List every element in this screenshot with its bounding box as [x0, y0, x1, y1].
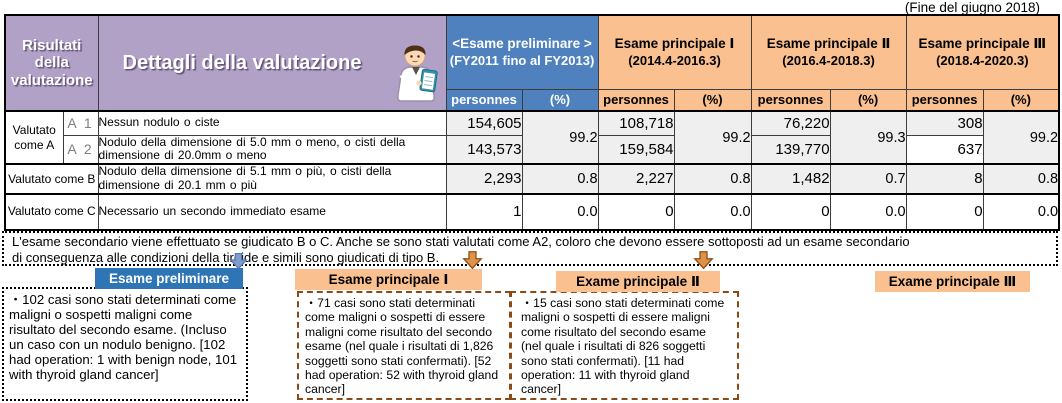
description-c: Necessario un secondo immediato esame	[97, 192, 447, 231]
exam-period: (FY2011 fino al FY2013)	[449, 52, 595, 68]
value-principale3-c: 0	[905, 192, 984, 231]
description-b: Nodulo della dimensione di 5.1 mm o più,…	[97, 163, 447, 195]
percent-principale2-a: 99.3	[829, 109, 907, 165]
header-dettagli: Dettagli della valutazione	[97, 14, 447, 112]
doctor-icon	[388, 43, 442, 108]
result-box-principale-1: ・71 casi sono stati determinati come mal…	[297, 291, 511, 400]
table-row-c: Valutato come C Necessario un secondo im…	[4, 192, 1060, 231]
row-label-a2: A 2	[62, 134, 99, 165]
subheader-personnes-principale-2: personnes	[750, 88, 831, 112]
header-risultati: Risultati della valutazione	[4, 14, 99, 112]
percent-principale2-c: 0.0	[829, 192, 907, 231]
subheader-personnes-principale-3: personnes	[905, 88, 984, 112]
percent-preliminare-b: 0.8	[521, 163, 599, 195]
value-principale2-a2: 139,770	[750, 134, 831, 165]
value-principale3-a1: 308	[905, 110, 984, 136]
exam-title: Esame principale Ⅱ	[766, 35, 891, 51]
percent-preliminare-a: 99.2	[521, 109, 599, 165]
percent-principale2-b: 0.7	[829, 163, 907, 195]
percent-principale3-a: 99.2	[982, 109, 1060, 165]
table-row-a1: Valutato come A A 1 Nessun nodulo o cist…	[4, 109, 1060, 165]
down-arrow-orange-1-icon	[462, 250, 483, 276]
exam-period: (2016.4-2018.3)	[782, 52, 875, 68]
table-row-a2: A 2 Nodulo della dimensione di 5.0 mm o …	[5, 134, 1059, 165]
percent-principale1-a: 99.2	[673, 109, 752, 165]
value-principale1-b: 2,227	[597, 163, 675, 195]
value-preliminare-a1: 154,605	[445, 110, 523, 136]
secondary-exam-note-text: L'esame secondario viene effettuato se g…	[12, 234, 910, 265]
results-table: Risultati della valutazione Dettagli del…	[4, 14, 1061, 231]
table-row-b: Valutato come B Nodulo della dimensione …	[4, 163, 1060, 195]
percent-principale1-c: 0.0	[673, 192, 752, 231]
header-dettagli-label: Dettagli della valutazione	[122, 51, 362, 74]
subheader-percent-principale-2: (%)	[829, 88, 907, 112]
exam-title: <Esame preliminare >	[452, 35, 592, 51]
subheader-percent-preliminare: (%)	[521, 88, 599, 112]
exam-period: (2014.4-2016.3)	[628, 52, 721, 68]
section-label-esame-principale-1: Esame principale Ⅰ	[295, 269, 482, 290]
subheader-personnes-preliminare: personnes	[445, 88, 523, 112]
date-note: (Fine del giugno 2018)	[904, 0, 1040, 15]
value-principale1-a1: 108,718	[597, 110, 675, 136]
exam-title: Esame principale Ⅲ	[918, 35, 1047, 51]
percent-principale3-c: 0.0	[982, 192, 1060, 231]
value-principale1-c: 0	[597, 192, 675, 231]
exam-header-principale-1: Esame principale Ⅰ (2014.4-2016.3)	[597, 14, 752, 90]
subheader-percent-principale-1: (%)	[673, 88, 752, 112]
exam-period: (2018.4-2020.3)	[936, 52, 1029, 68]
value-principale2-a1: 76,220	[750, 110, 831, 136]
percent-preliminare-c: 0.0	[521, 192, 599, 231]
down-arrow-blue-icon	[229, 252, 248, 276]
description-a2: Nodulo della dimensione di 5.0 mm o meno…	[97, 134, 447, 165]
exam-header-principale-2: Esame principale Ⅱ (2016.4-2018.3)	[750, 14, 907, 90]
section-label-exame-principale-2: Exame principale Ⅱ	[556, 271, 720, 292]
secondary-exam-note: L'esame secondario viene effettuato se g…	[2, 231, 1058, 266]
value-principale3-b: 8	[905, 163, 984, 195]
row-label-a-group: Valutato come A	[4, 109, 64, 165]
row-label-b: Valutato come B	[4, 163, 99, 195]
row-label-c: Valutato come C	[4, 192, 99, 231]
percent-principale3-b: 0.8	[982, 163, 1060, 195]
exam-header-preliminare: <Esame preliminare > (FY2011 fino al FY2…	[445, 14, 599, 90]
value-principale2-b: 1,482	[750, 163, 831, 195]
row-label-a1: A 1	[62, 110, 99, 136]
value-preliminare-b: 2,293	[445, 163, 523, 195]
value-principale3-a2-highlighted: 637	[905, 134, 984, 165]
subheader-percent-principale-3: (%)	[982, 88, 1060, 112]
percent-principale1-b: 0.8	[673, 163, 752, 195]
value-principale2-c: 0	[750, 192, 831, 231]
value-preliminare-c: 1	[445, 192, 523, 231]
down-arrow-orange-2-icon	[693, 250, 714, 276]
exam-header-principale-3: Esame principale Ⅲ (2018.4-2020.3)	[905, 14, 1060, 90]
subheader-personnes-principale-1: personnes	[597, 88, 675, 112]
section-label-esame-preliminare: Esame preliminare	[95, 268, 243, 289]
section-label-exame-principale-3: Exame principale Ⅲ	[875, 271, 1030, 292]
value-principale1-a2: 159,584	[597, 134, 675, 165]
result-box-principale-2: ・15 casi sono stati determinati come mal…	[510, 291, 739, 400]
value-preliminare-a2: 143,573	[445, 134, 523, 165]
description-a1: Nessun nodulo o ciste	[97, 110, 447, 136]
exam-title: Esame principale Ⅰ	[614, 35, 735, 51]
result-box-preliminare: ・102 casi sono stati determinati come ma…	[2, 287, 248, 401]
